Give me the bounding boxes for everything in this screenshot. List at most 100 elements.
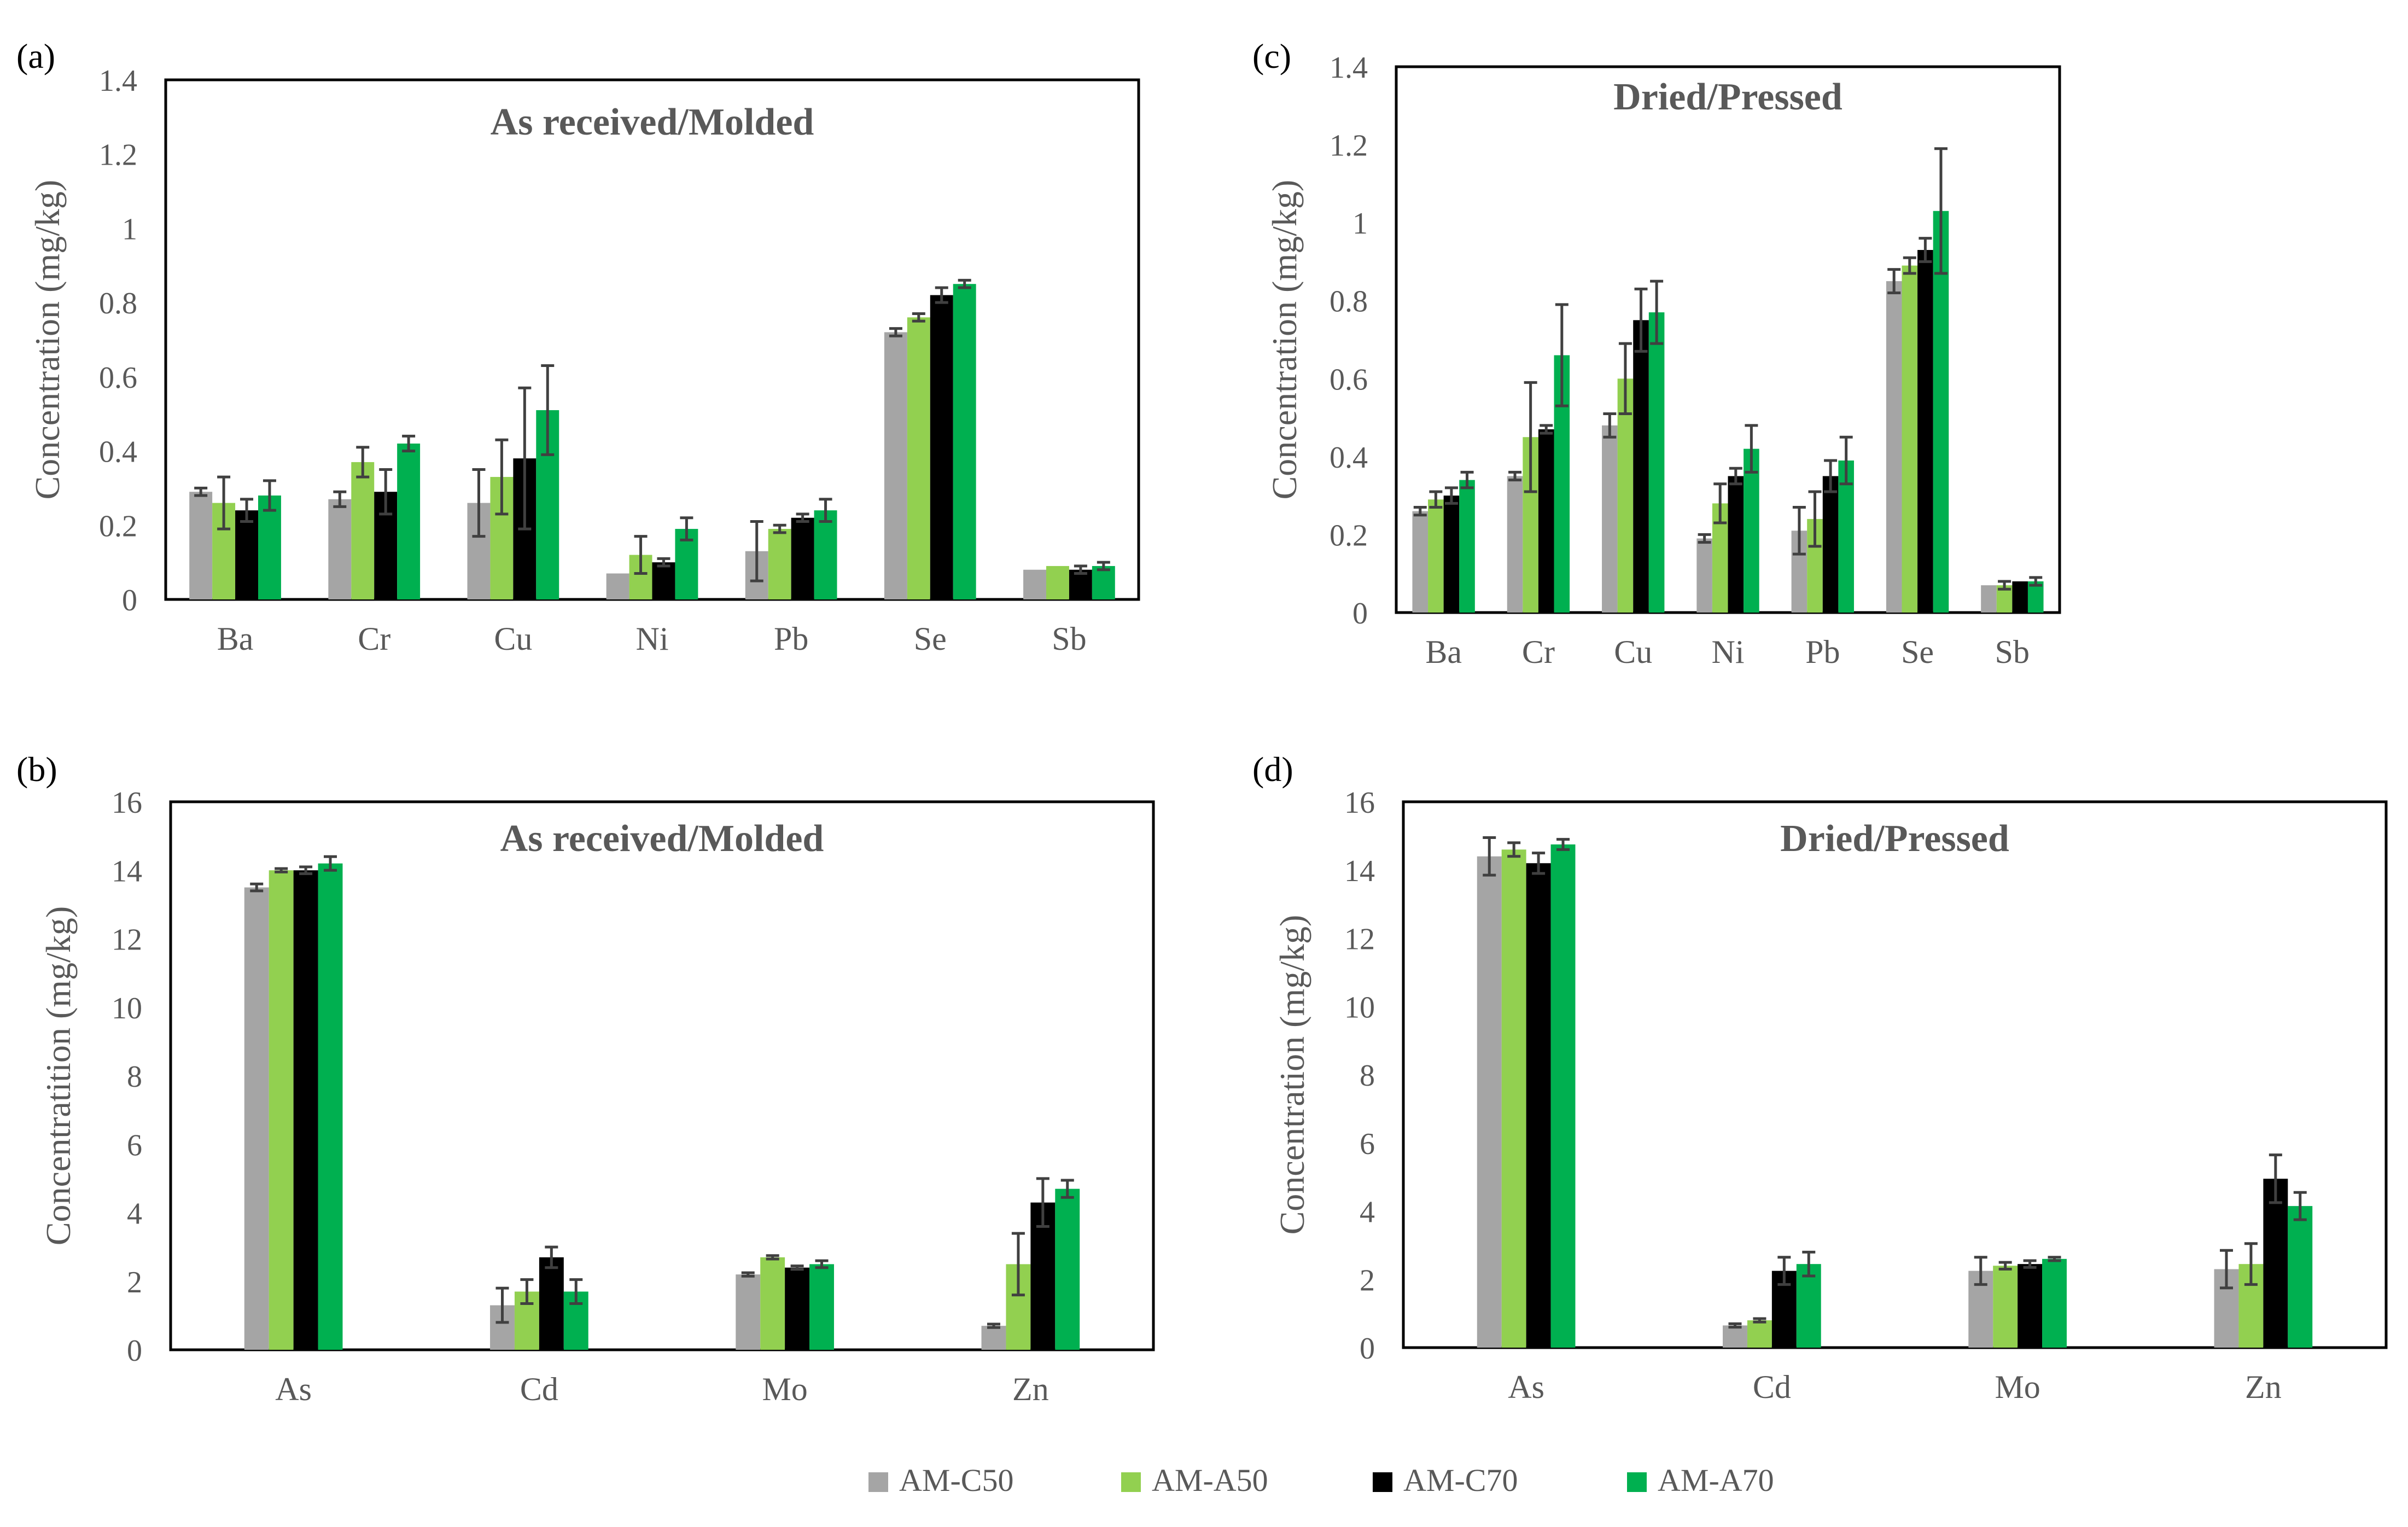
x-tick-label: Zn xyxy=(1012,1371,1049,1407)
x-tick-label: Cr xyxy=(358,621,390,657)
legend-label: AM-A50 xyxy=(1152,1462,1268,1498)
y-tick-label: 0.4 xyxy=(99,435,137,469)
bar xyxy=(1723,1325,1747,1348)
bar xyxy=(318,863,343,1350)
bar xyxy=(1981,585,1997,613)
panel-label: (d) xyxy=(1252,750,1293,789)
bar xyxy=(606,573,629,599)
x-tick-label: Mo xyxy=(1995,1369,2040,1405)
chart-title: Dried/Pressed xyxy=(1780,818,2009,860)
bar xyxy=(1993,1266,2018,1348)
y-tick-label: 8 xyxy=(127,1060,142,1094)
bar xyxy=(1477,856,1502,1348)
chart-title: As received/Molded xyxy=(500,818,824,860)
y-tick-label: 10 xyxy=(112,992,142,1025)
bar xyxy=(1550,844,1576,1348)
y-tick-label: 14 xyxy=(112,854,142,888)
bar xyxy=(328,499,352,599)
bar xyxy=(1933,211,1949,613)
x-tick-label: Pb xyxy=(774,621,808,657)
y-tick-label: 16 xyxy=(112,786,142,820)
y-tick-label: 2 xyxy=(1360,1263,1375,1297)
chart-title: As received/Molded xyxy=(491,101,814,143)
y-tick-label: 0.6 xyxy=(99,361,137,395)
chart-title: Dried/Pressed xyxy=(1613,76,1843,118)
chart-panel: (c) Dried/Pressed Concentration (mg/kg) 0 0.… xyxy=(1252,37,2061,670)
bar xyxy=(791,517,814,599)
x-tick-label: Cu xyxy=(494,621,532,657)
bar xyxy=(244,887,269,1350)
plot-frame xyxy=(169,800,1155,1351)
bar xyxy=(884,332,907,599)
y-tick-label: 8 xyxy=(1360,1059,1375,1093)
x-tick-label: Se xyxy=(914,621,947,657)
y-tick-label: 4 xyxy=(127,1197,142,1231)
y-tick-label: 2 xyxy=(127,1266,142,1299)
y-tick-label: 16 xyxy=(1344,786,1375,820)
bar xyxy=(760,1257,785,1350)
bar xyxy=(1747,1320,1772,1348)
x-tick-label: Sb xyxy=(1052,621,1086,657)
legend-label: AM-A70 xyxy=(1658,1462,1774,1498)
x-tick-label: Cr xyxy=(1522,634,1555,670)
x-tick-label: Ba xyxy=(217,621,254,657)
bar xyxy=(1046,566,1069,599)
bar xyxy=(1744,448,1759,613)
bar xyxy=(1023,569,1046,599)
y-tick-label: 0 xyxy=(122,584,137,617)
panel-label: (a) xyxy=(16,37,55,75)
y-tick-label: 0.4 xyxy=(1330,441,1368,475)
bar xyxy=(1538,429,1554,613)
legend-swatch xyxy=(1121,1472,1141,1492)
x-tick-label: As xyxy=(1508,1369,1544,1405)
bar xyxy=(1917,250,1933,613)
bar xyxy=(768,529,791,599)
bar xyxy=(2042,1258,2067,1348)
bar xyxy=(1886,281,1902,613)
y-tick-label: 14 xyxy=(1344,854,1375,888)
legend-label: AM-C50 xyxy=(899,1462,1013,1498)
bar xyxy=(907,317,930,599)
x-tick-label: Cu xyxy=(1614,634,1652,670)
x-tick-label: Zn xyxy=(2245,1369,2282,1405)
chart-panel: (a) As received/Molded Concentration (mg/k… xyxy=(16,37,1140,657)
panel-label: (b) xyxy=(16,750,57,789)
y-axis-label: Concentration (mg/kg) xyxy=(1265,180,1304,500)
x-tick-label: Cd xyxy=(1753,1369,1791,1405)
x-tick-label: Sb xyxy=(1995,634,2030,670)
bar xyxy=(1822,476,1839,613)
bar xyxy=(1055,1188,1080,1350)
bar xyxy=(269,870,294,1350)
bar xyxy=(981,1326,1006,1350)
bar xyxy=(1838,460,1854,613)
bar xyxy=(1602,425,1618,613)
bar xyxy=(2012,581,2028,613)
bar xyxy=(809,1264,834,1350)
bar xyxy=(1526,863,1551,1348)
y-axis-label: Concentratition (mg/kg) xyxy=(39,906,78,1245)
bar xyxy=(189,492,213,599)
bar xyxy=(1633,320,1649,613)
legend-label: AM-C70 xyxy=(1403,1462,1518,1498)
x-tick-label: Ni xyxy=(1712,634,1745,670)
bar xyxy=(2263,1179,2288,1348)
bar xyxy=(1443,496,1460,613)
bar xyxy=(235,510,259,599)
y-tick-label: 4 xyxy=(1360,1196,1375,1229)
y-tick-label: 6 xyxy=(127,1128,142,1162)
y-tick-label: 0.8 xyxy=(1330,285,1368,319)
bar xyxy=(953,284,976,599)
y-tick-label: 0 xyxy=(1352,597,1368,631)
legend-swatch xyxy=(868,1472,888,1492)
bar xyxy=(539,1257,564,1350)
bar xyxy=(1428,499,1444,613)
x-tick-label: As xyxy=(275,1371,312,1407)
plot-frame xyxy=(1402,800,2388,1349)
bar xyxy=(2018,1264,2043,1348)
bar xyxy=(652,562,675,599)
bar xyxy=(1507,476,1523,613)
plot-frame xyxy=(164,78,1140,601)
bar xyxy=(293,870,318,1350)
bar xyxy=(1092,566,1115,599)
